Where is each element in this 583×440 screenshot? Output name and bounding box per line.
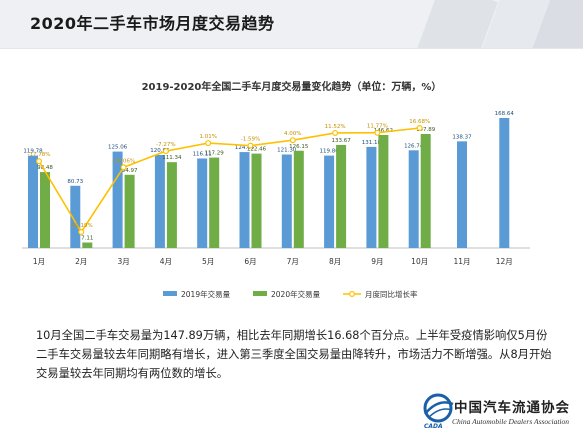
bar-2020 — [336, 144, 347, 248]
growth-rate-point — [374, 129, 381, 136]
bar-2019 — [324, 155, 335, 248]
growth-rate-point — [247, 142, 254, 149]
bar-2019 — [457, 141, 467, 248]
data-label-2019: 80.73 — [67, 179, 83, 185]
x-tick-label: 7月 — [287, 257, 299, 266]
bar-2020 — [209, 157, 220, 248]
growth-rate-label: -24.06% — [112, 158, 135, 164]
growth-rate-label: -91.19% — [70, 223, 93, 229]
logo-name-cn: 中国汽车流通协会 — [454, 400, 570, 416]
data-label-2019: 168.64 — [495, 111, 515, 117]
logo-name-en: China Automobile Dealers Association — [452, 417, 570, 426]
bar-2020 — [293, 150, 304, 248]
bar-2019 — [112, 151, 123, 248]
growth-rate-point — [332, 129, 339, 136]
growth-rate-label: 4.00% — [284, 131, 301, 137]
bar-2019 — [70, 185, 81, 248]
x-tick-label: 12月 — [496, 257, 513, 266]
x-tick-label: 1月 — [33, 257, 45, 266]
data-label-2020: 133.67 — [331, 138, 351, 144]
bar-2020 — [82, 242, 93, 248]
legend-label-2019: 2019年交易量 — [181, 289, 231, 299]
x-tick-label: 9月 — [371, 257, 383, 266]
data-label-2019: 116.11 — [193, 151, 212, 157]
growth-rate-label: -17.78% — [28, 152, 51, 158]
data-label-2020: 94.97 — [122, 168, 138, 174]
growth-rate-point — [289, 137, 296, 144]
bar-2020 — [166, 162, 177, 248]
cada-logo: CADA 中国汽车流通协会 China Automobile Dealers A… — [418, 390, 583, 440]
logo-abbr: CADA — [424, 423, 443, 430]
bar-2019 — [366, 146, 377, 248]
x-tick-label: 10月 — [411, 257, 428, 266]
legend-swatch-2019 — [163, 291, 177, 296]
bar-2019 — [154, 154, 165, 248]
x-tick-label: 2月 — [75, 257, 87, 266]
growth-rate-label: -1.59% — [241, 137, 260, 143]
data-label-2020: 7.11 — [81, 236, 93, 242]
x-tick-label: 5月 — [202, 257, 214, 266]
data-label-2019: 138.37 — [452, 134, 472, 140]
bar-2020 — [124, 174, 135, 248]
x-tick-label: 4月 — [160, 257, 172, 266]
bar-2020 — [40, 172, 50, 248]
chart-title: 2019-2020年全国二手车月度交易量变化趋势（单位：万辆，%） — [141, 82, 442, 93]
growth-rate-line — [38, 127, 420, 234]
data-label-2019: 121.30 — [277, 147, 297, 153]
growth-rate-label: 11.52% — [325, 124, 346, 130]
description-text: 10月全国二手车交易量为147.89万辆，相比去年同期增长16.68个百分点。上… — [36, 329, 552, 380]
data-label-2019: 119.78 — [23, 149, 43, 155]
growth-rate-label: 16.68% — [409, 119, 430, 125]
data-label-2020: 117.29 — [205, 151, 225, 157]
chart: 119.78 98.48 1月 80.73 7.11 2月 125.06 94.97 3月 120… — [22, 111, 530, 299]
bar-2019 — [239, 152, 250, 248]
data-label-2019: 120.66 — [150, 148, 170, 154]
data-label-2020: 146.62 — [374, 128, 393, 134]
growth-rate-point — [120, 164, 127, 171]
bar-2020 — [251, 153, 262, 248]
growth-rate-point — [162, 148, 169, 155]
x-tick-label: 8月 — [329, 257, 341, 266]
data-label-2020: 147.89 — [416, 127, 436, 133]
bar-2019 — [499, 118, 510, 248]
legend-marker-rate — [349, 291, 356, 298]
growth-rate-point — [35, 158, 42, 165]
data-label-2020: 126.15 — [289, 144, 309, 150]
bar-2020 — [378, 134, 389, 248]
growth-rate-label: -7.27% — [156, 142, 175, 148]
data-label-2020: 122.46 — [247, 147, 267, 153]
header-decoration — [413, 0, 583, 48]
bar-2019 — [197, 158, 208, 248]
data-label-2019: 125.06 — [108, 145, 128, 151]
bar-2020 — [420, 133, 431, 248]
x-tick-label: 11月 — [453, 257, 470, 266]
bar-2019 — [28, 155, 38, 248]
data-label-2019: 124.44 — [235, 145, 255, 151]
growth-rate-label: 1.01% — [199, 134, 216, 140]
cada-emblem-icon — [423, 393, 454, 423]
data-label-2019: 126.74 — [404, 143, 424, 149]
legend-swatch-2020 — [253, 291, 267, 296]
page-title: 2020年二手车市场月度交易趋势 — [30, 14, 275, 33]
data-label-2020: 98.48 — [37, 165, 53, 171]
page-header: 2020年二手车市场月度交易趋势 — [0, 0, 583, 49]
legend-label-rate: 月度同比增长率 — [365, 289, 418, 299]
legend-label-2020: 2020年交易量 — [271, 289, 321, 299]
growth-rate-point — [416, 124, 423, 131]
growth-rate-point — [78, 229, 85, 236]
growth-rate-label: 11.77% — [367, 124, 388, 130]
data-label-2019: 119.86 — [319, 149, 339, 155]
x-tick-label: 6月 — [244, 257, 256, 266]
growth-rate-point — [205, 140, 212, 147]
x-tick-label: 3月 — [117, 257, 129, 266]
bar-2019 — [281, 154, 292, 248]
data-label-2020: 111.34 — [162, 155, 182, 161]
bar-2019 — [408, 150, 419, 248]
data-label-2019: 131.18 — [362, 140, 382, 146]
